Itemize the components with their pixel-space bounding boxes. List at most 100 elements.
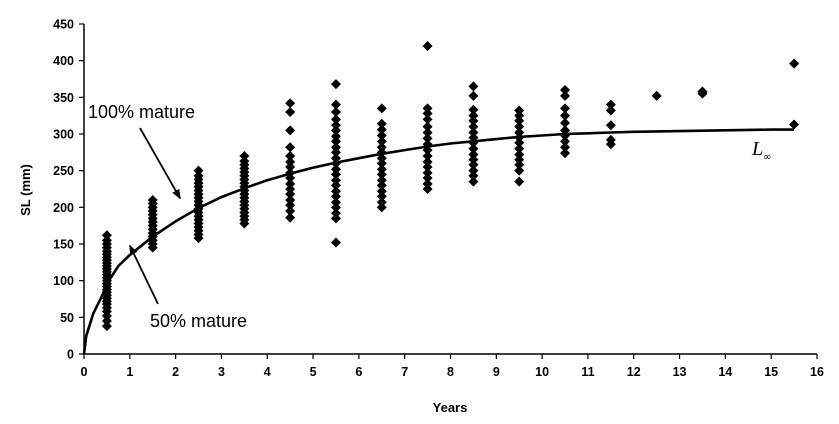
data-point-age-6.5-2	[376, 191, 387, 202]
x-tick-label-11: 11	[581, 365, 594, 379]
data-point-age-7.5-15	[422, 41, 433, 51]
data-point-age-5.5-2	[330, 208, 341, 219]
data-marks	[101, 41, 800, 332]
annotations: 100% mature 50% mature	[88, 102, 247, 331]
data-point-age-15.5-0	[789, 119, 800, 130]
data-point-age-7.5-6	[422, 151, 433, 161]
data-point-age-4.5-11	[285, 151, 296, 161]
data-point-age-8.5-3	[468, 159, 479, 170]
data-point-age-9.5-4	[514, 149, 525, 160]
data-point-age-8.5-5	[468, 149, 479, 160]
data-point-age-8.5-6	[468, 143, 479, 154]
data-point-age-5.5-6	[330, 186, 341, 197]
data-point-age-8.5-10	[468, 121, 479, 132]
data-point-age-8.5-15	[468, 81, 479, 92]
data-point-age-10.5-7	[560, 103, 571, 114]
data-point-age-6.5-5	[376, 175, 387, 186]
data-point-age-9.5-6	[514, 137, 525, 148]
data-point-age-11.5-4	[605, 99, 616, 110]
data-point-age-7.5-13	[422, 108, 433, 119]
data-point-age-6.5-7	[376, 164, 387, 175]
data-point-age-0.5-27	[101, 230, 112, 241]
data-point-age-2.5-18	[193, 165, 204, 176]
data-point-age-9.5-8	[514, 127, 525, 138]
x-tick-label-12: 12	[627, 365, 641, 379]
data-point-age-8.5-4	[468, 154, 479, 165]
data-point-age-6.5-15	[376, 118, 387, 129]
data-point-age-4.5-5	[285, 184, 296, 194]
y-tick-label-400: 400	[53, 54, 74, 68]
x-tick-label-5: 5	[310, 365, 317, 379]
data-point-age-5.5-13	[330, 147, 341, 158]
x-tick-label-0: 0	[81, 365, 88, 379]
data-point-age-6.5-13	[376, 130, 387, 141]
data-point-age-5.5-12	[330, 153, 341, 164]
data-point-age-6.5-6	[376, 169, 387, 180]
data-point-age-2.5-17	[193, 170, 204, 181]
data-point-age-6.5-1	[376, 197, 387, 208]
x-tick-label-1: 1	[126, 365, 133, 379]
data-point-age-10.5-9	[560, 85, 571, 95]
x-axis-title: Years	[433, 400, 468, 415]
data-point-age-5.5-16	[330, 131, 341, 142]
y-tick-label-250: 250	[53, 164, 74, 178]
data-point-age-15.5-1	[789, 58, 800, 69]
growth-curve-line	[82, 128, 795, 355]
data-point-age-7.5-2	[422, 173, 433, 183]
x-tick-label-15: 15	[764, 365, 778, 379]
x-tick-label-3: 3	[218, 365, 225, 379]
data-point-age-8.5-2	[468, 165, 479, 176]
x-tick-label-7: 7	[401, 365, 408, 379]
data-point-age-4.5-15	[285, 98, 296, 109]
data-point-age-4.5-2	[285, 200, 296, 211]
data-point-age-10.5-2	[560, 136, 571, 147]
y-tick-label-350: 350	[53, 91, 74, 105]
data-point-age-9.5-10	[514, 115, 525, 126]
data-point-age-5.5-19	[330, 114, 341, 125]
data-point-age-9.5-2	[514, 159, 525, 170]
data-point-age-9.5-0	[514, 176, 525, 187]
data-point-age-4.5-4	[285, 189, 296, 200]
data-point-age-8.5-12	[468, 110, 479, 121]
data-point-age-5.5-1	[330, 213, 341, 224]
data-point-age-4.5-12	[285, 142, 296, 153]
y-tick-label-300: 300	[53, 128, 74, 142]
x-tick-label-10: 10	[535, 365, 549, 379]
y-tick-label-0: 0	[67, 348, 74, 362]
data-point-age-7.5-11	[422, 121, 433, 132]
data-point-age-4.5-0	[285, 212, 296, 223]
data-point-age-0.5-1	[101, 316, 112, 326]
data-point-age-7.5-4	[422, 162, 433, 172]
x-tick-label-16: 16	[810, 365, 824, 379]
data-point-age-6.5-8	[376, 158, 387, 169]
data-point-age-8.5-11	[468, 115, 479, 126]
data-point-age-0.5-0	[101, 321, 112, 332]
x-tick-label-9: 9	[493, 365, 500, 379]
data-point-age-6.5-3	[376, 186, 387, 197]
data-point-age-12.5-0	[651, 90, 662, 101]
data-point-age-10.5-1	[560, 142, 571, 153]
data-point-age-4.5-14	[285, 107, 296, 117]
data-point-age-8.5-9	[468, 127, 479, 138]
data-point-age-7.5-14	[422, 103, 433, 114]
data-point-age-8.5-0	[468, 176, 479, 187]
data-point-age-3.5-17	[239, 156, 250, 167]
data-point-age-11.5-3	[605, 105, 616, 116]
data-point-age-5.5-10	[330, 164, 341, 175]
y-tick-label-100: 100	[53, 274, 74, 288]
data-point-age-9.5-5	[514, 143, 525, 154]
x-tick-label-14: 14	[718, 365, 732, 379]
data-point-age-5.5-20	[330, 107, 341, 117]
x-tick-label-8: 8	[447, 365, 454, 379]
data-point-age-10.5-0	[560, 148, 571, 159]
data-point-age-5.5-9	[330, 169, 341, 180]
data-point-age-6.5-12	[376, 136, 387, 147]
data-point-age-7.5-1	[422, 178, 433, 189]
data-point-age-5.5-3	[330, 202, 341, 213]
data-point-age-7.5-9	[422, 133, 433, 144]
y-tick-label-150: 150	[53, 238, 74, 252]
data-point-age-6.5-16	[376, 103, 387, 114]
data-point-age-6.5-11	[376, 142, 387, 153]
data-point-age-6.5-14	[376, 124, 387, 135]
